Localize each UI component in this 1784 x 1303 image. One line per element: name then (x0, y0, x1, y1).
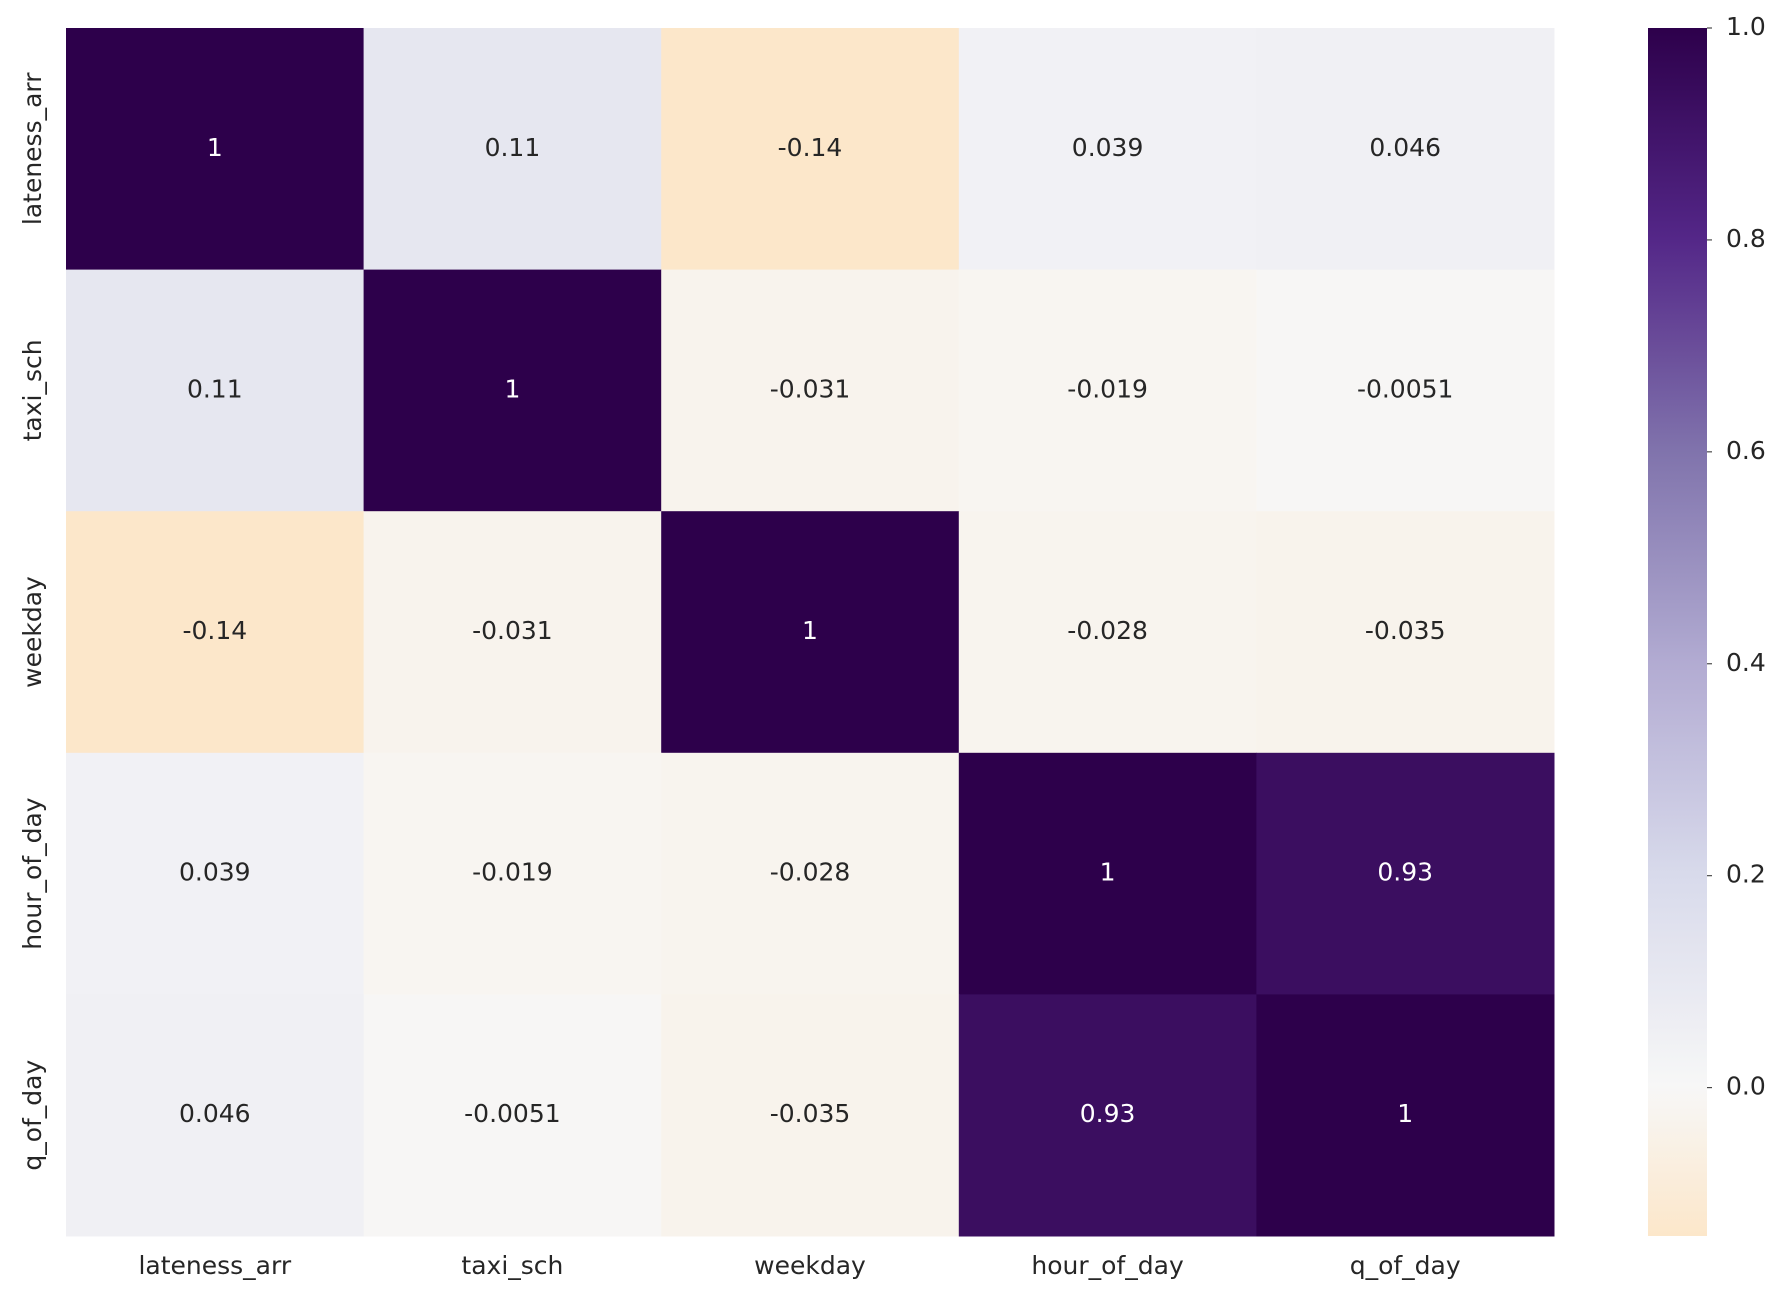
colorbar-tick-label: 0.4 (1726, 648, 1766, 677)
heatmap-cell (66, 28, 365, 271)
cell-label: 0.039 (179, 858, 251, 887)
cell-label: -0.14 (778, 133, 843, 162)
heatmap-cell (661, 994, 960, 1237)
cell-label: 0.046 (179, 1099, 251, 1128)
cell-label: 1 (1397, 1099, 1413, 1128)
heatmap-cell (661, 752, 960, 995)
heatmap-cell (363, 269, 662, 512)
y-tick-label: q_of_day (18, 1060, 47, 1171)
heatmap-cell (958, 752, 1257, 995)
cell-label: -0.028 (1067, 616, 1148, 645)
heatmap-cell (66, 269, 365, 512)
y-tick-label: taxi_sch (18, 339, 47, 441)
colorbar-tick-label: 0.8 (1726, 224, 1766, 253)
heatmap-cell (661, 511, 960, 754)
y-tick-label: lateness_arr (18, 72, 47, 225)
x-tick-label: hour_of_day (1031, 1251, 1184, 1280)
y-tick-label: hour_of_day (18, 797, 47, 950)
heatmap-cell (1256, 752, 1555, 995)
cell-label: 1 (207, 133, 223, 162)
heatmap-cell (661, 269, 960, 512)
cell-label: 1 (802, 616, 818, 645)
cell-label: 0.11 (187, 374, 243, 403)
cell-label: 1 (1100, 858, 1116, 887)
heatmap-cell (958, 269, 1257, 512)
colorbar-tick-label: 0.6 (1726, 436, 1766, 465)
x-tick-label: taxi_sch (461, 1251, 563, 1280)
colorbar (1648, 28, 1707, 1236)
heatmap-cell (958, 994, 1257, 1237)
x-tick-label: weekday (754, 1251, 866, 1280)
heatmap-cell (66, 994, 365, 1237)
heatmap-cell (1256, 28, 1555, 271)
cell-label: 0.039 (1072, 133, 1144, 162)
cell-label: -0.019 (1067, 374, 1148, 403)
cell-label: -0.0051 (464, 1099, 561, 1128)
heatmap-cell (66, 511, 365, 754)
heatmap-cell (661, 28, 960, 271)
cell-label: 0.93 (1377, 858, 1433, 887)
cell-label: -0.14 (182, 616, 247, 645)
cell-label: -0.028 (770, 858, 851, 887)
cell-label: -0.0051 (1357, 374, 1454, 403)
heatmap-cell (1256, 994, 1555, 1237)
heatmap-cell (363, 511, 662, 754)
y-tick-label: weekday (18, 576, 47, 688)
heatmap-cell (363, 28, 662, 271)
cell-label: -0.035 (770, 1099, 851, 1128)
heatmap-cell (1256, 269, 1555, 512)
heatmap-cell (363, 752, 662, 995)
colorbar-tick-label: 0.2 (1726, 860, 1766, 889)
cell-label: -0.035 (1365, 616, 1446, 645)
heatmap-cell (66, 752, 365, 995)
cell-label: -0.031 (472, 616, 553, 645)
cell-label: 0.93 (1080, 1099, 1136, 1128)
heatmap-cell (1256, 511, 1555, 754)
cell-label: -0.031 (770, 374, 851, 403)
heatmap-cell (958, 511, 1257, 754)
heatmap-cell (958, 28, 1257, 271)
x-tick-label: lateness_arr (138, 1251, 291, 1280)
colorbar-tick-label: 1.0 (1726, 12, 1766, 41)
x-tick-label: q_of_day (1350, 1251, 1461, 1280)
cell-label: -0.019 (472, 858, 553, 887)
cell-label: 0.11 (485, 133, 541, 162)
colorbar-tick-label: 0.0 (1726, 1072, 1766, 1101)
cell-label: 0.046 (1369, 133, 1441, 162)
cell-label: 1 (504, 374, 520, 403)
heatmap-cell (363, 994, 662, 1237)
